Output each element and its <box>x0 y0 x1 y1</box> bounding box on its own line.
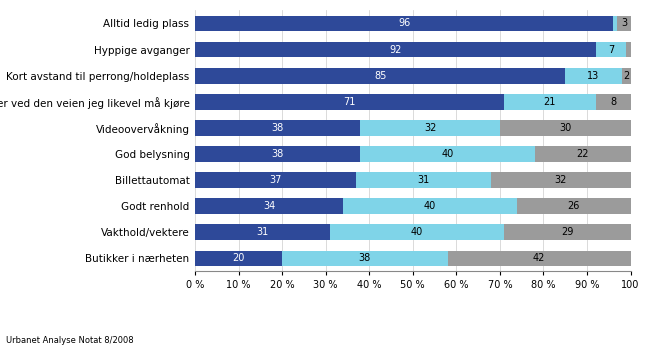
Bar <box>195 94 504 110</box>
Text: 7: 7 <box>608 45 614 55</box>
Bar <box>361 146 535 162</box>
Bar <box>595 42 626 57</box>
Bar <box>517 198 630 214</box>
Text: Urbanet Analyse Notat 8/2008: Urbanet Analyse Notat 8/2008 <box>6 335 134 345</box>
Text: 42: 42 <box>533 253 545 263</box>
Text: 40: 40 <box>441 149 454 159</box>
Text: 8: 8 <box>610 97 616 107</box>
Bar <box>195 42 595 57</box>
Text: 38: 38 <box>272 149 284 159</box>
Bar <box>595 94 630 110</box>
Text: 85: 85 <box>374 71 386 81</box>
Bar <box>504 224 630 240</box>
Text: 40: 40 <box>411 227 423 237</box>
Text: 71: 71 <box>343 97 356 107</box>
Bar <box>356 172 491 188</box>
Text: 92: 92 <box>389 45 402 55</box>
Text: 31: 31 <box>256 227 268 237</box>
Text: 32: 32 <box>424 123 436 133</box>
Text: 96: 96 <box>398 18 410 29</box>
Bar <box>361 120 500 136</box>
Bar <box>195 251 282 266</box>
Bar <box>613 16 617 31</box>
Text: 32: 32 <box>554 175 567 185</box>
Bar <box>195 16 613 31</box>
Bar <box>618 16 630 31</box>
Bar <box>282 251 448 266</box>
Bar <box>535 146 630 162</box>
Bar <box>565 68 622 84</box>
Bar <box>195 146 361 162</box>
Bar <box>343 198 517 214</box>
Bar <box>491 172 630 188</box>
Text: 22: 22 <box>577 149 589 159</box>
Bar <box>448 251 630 266</box>
Text: 30: 30 <box>559 123 571 133</box>
Text: 40: 40 <box>424 201 436 211</box>
Text: 38: 38 <box>359 253 371 263</box>
Text: 3: 3 <box>621 18 627 29</box>
Bar <box>500 120 630 136</box>
Bar <box>195 172 356 188</box>
Bar <box>330 224 504 240</box>
Text: 13: 13 <box>588 71 599 81</box>
Text: 21: 21 <box>544 97 556 107</box>
Bar <box>195 198 343 214</box>
Bar <box>504 94 595 110</box>
Text: 29: 29 <box>561 227 573 237</box>
Text: 34: 34 <box>263 201 275 211</box>
Text: 37: 37 <box>269 175 281 185</box>
Bar <box>626 42 630 57</box>
Text: 31: 31 <box>417 175 430 185</box>
Bar <box>622 68 630 84</box>
Text: 2: 2 <box>623 71 629 81</box>
Bar <box>195 68 565 84</box>
Text: 26: 26 <box>567 201 580 211</box>
Bar <box>195 120 361 136</box>
Text: 38: 38 <box>272 123 284 133</box>
Text: 20: 20 <box>232 253 245 263</box>
Bar <box>195 224 330 240</box>
